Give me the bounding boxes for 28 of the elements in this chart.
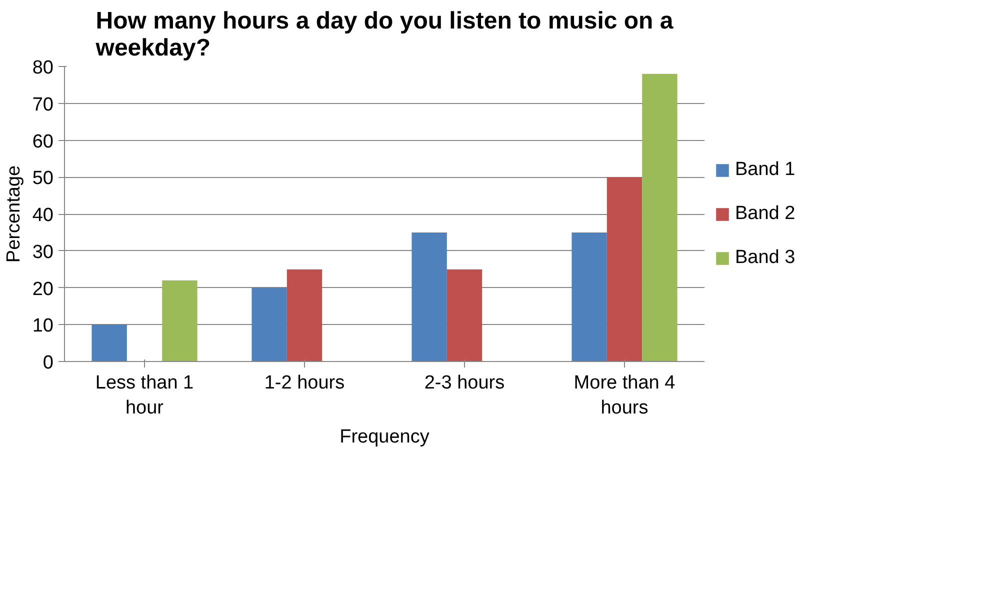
x-axis-title: Frequency bbox=[340, 426, 430, 448]
bar bbox=[92, 324, 127, 362]
legend-label: Band 2 bbox=[735, 202, 796, 224]
legend-label: Band 3 bbox=[735, 246, 796, 268]
bar bbox=[252, 288, 287, 362]
bar bbox=[572, 232, 607, 362]
bar bbox=[412, 232, 447, 362]
y-axis-title: Percentage bbox=[3, 165, 24, 263]
bar bbox=[446, 269, 482, 362]
y-tick-label: 20 bbox=[32, 278, 54, 300]
bar bbox=[606, 177, 642, 362]
y-tick-label: 60 bbox=[32, 131, 54, 152]
y-tick-label: 40 bbox=[32, 205, 54, 226]
y-tick-label: 30 bbox=[32, 242, 54, 263]
x-tick-label: 1-2 hours bbox=[264, 372, 345, 394]
x-tick-label: Less than 1 hour bbox=[95, 372, 194, 419]
y-tick-label: 10 bbox=[32, 316, 54, 337]
x-tick-label: More than 4 hours bbox=[574, 372, 676, 419]
bar bbox=[642, 74, 678, 362]
bar bbox=[286, 269, 322, 362]
legend-label: Band 1 bbox=[735, 158, 796, 180]
chart-title: How many hours a day do you listen to music on a weekday? bbox=[94, 8, 674, 62]
y-tick-label: 70 bbox=[32, 94, 54, 116]
x-tick-label: 2-3 hours bbox=[424, 372, 505, 394]
bar bbox=[162, 280, 198, 362]
y-tick-label: 0 bbox=[42, 352, 54, 374]
y-tick-label: 50 bbox=[32, 168, 54, 190]
y-tick-label: 80 bbox=[32, 58, 54, 78]
